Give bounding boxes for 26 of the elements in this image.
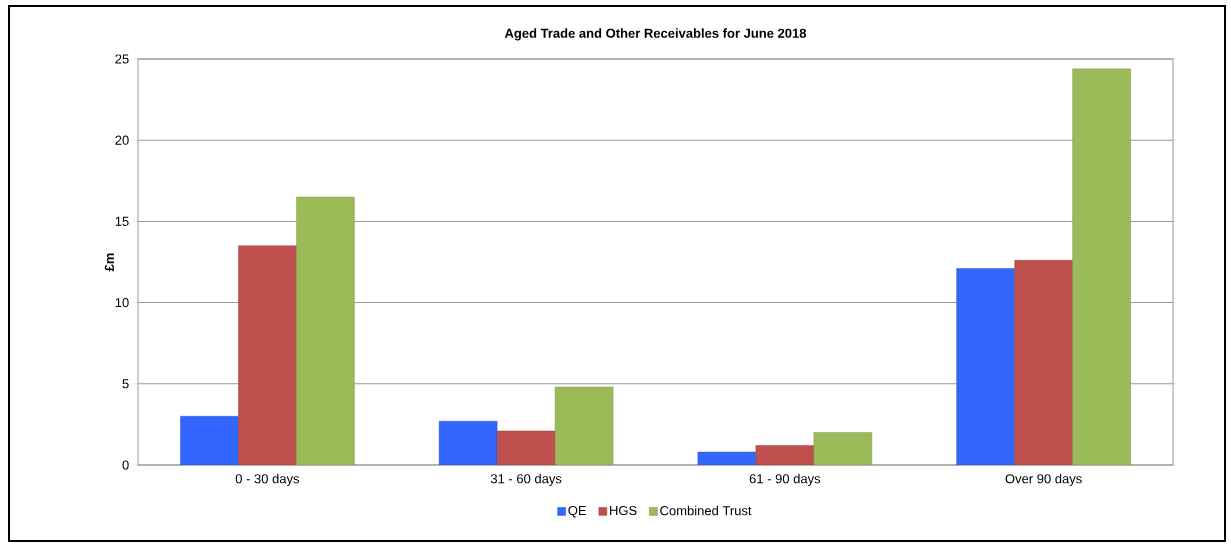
bar — [813, 432, 873, 465]
legend-label: QE — [568, 505, 587, 518]
x-tick-label: Over 90 days — [1005, 473, 1082, 486]
bar — [1072, 68, 1131, 465]
chart-title: Aged Trade and Other Receivables for June 2018 — [504, 28, 807, 41]
y-tick-label: 0 — [122, 460, 129, 470]
y-tick-label: 15 — [115, 216, 129, 226]
bar — [755, 445, 815, 465]
y-tick-label: 10 — [115, 297, 129, 308]
bar — [438, 420, 498, 465]
bar — [180, 416, 239, 465]
y-axis-title: £m — [104, 253, 114, 272]
y-tick-label: 20 — [115, 135, 129, 145]
legend-label: Combined Trust — [660, 505, 752, 516]
bar — [296, 196, 355, 465]
y-tick-label: 25 — [115, 54, 129, 64]
x-tick-label: 61 - 90 days — [749, 473, 821, 486]
bar — [238, 245, 297, 465]
x-tick-label: 31 - 60 days — [490, 473, 562, 486]
bar — [554, 386, 614, 465]
bar — [956, 268, 1015, 465]
legend-label: HGS — [610, 505, 637, 516]
bar — [496, 430, 556, 465]
bar — [1014, 260, 1073, 465]
x-tick-label: 0 - 30 days — [235, 473, 300, 486]
y-tick-label: 5 — [122, 379, 129, 389]
